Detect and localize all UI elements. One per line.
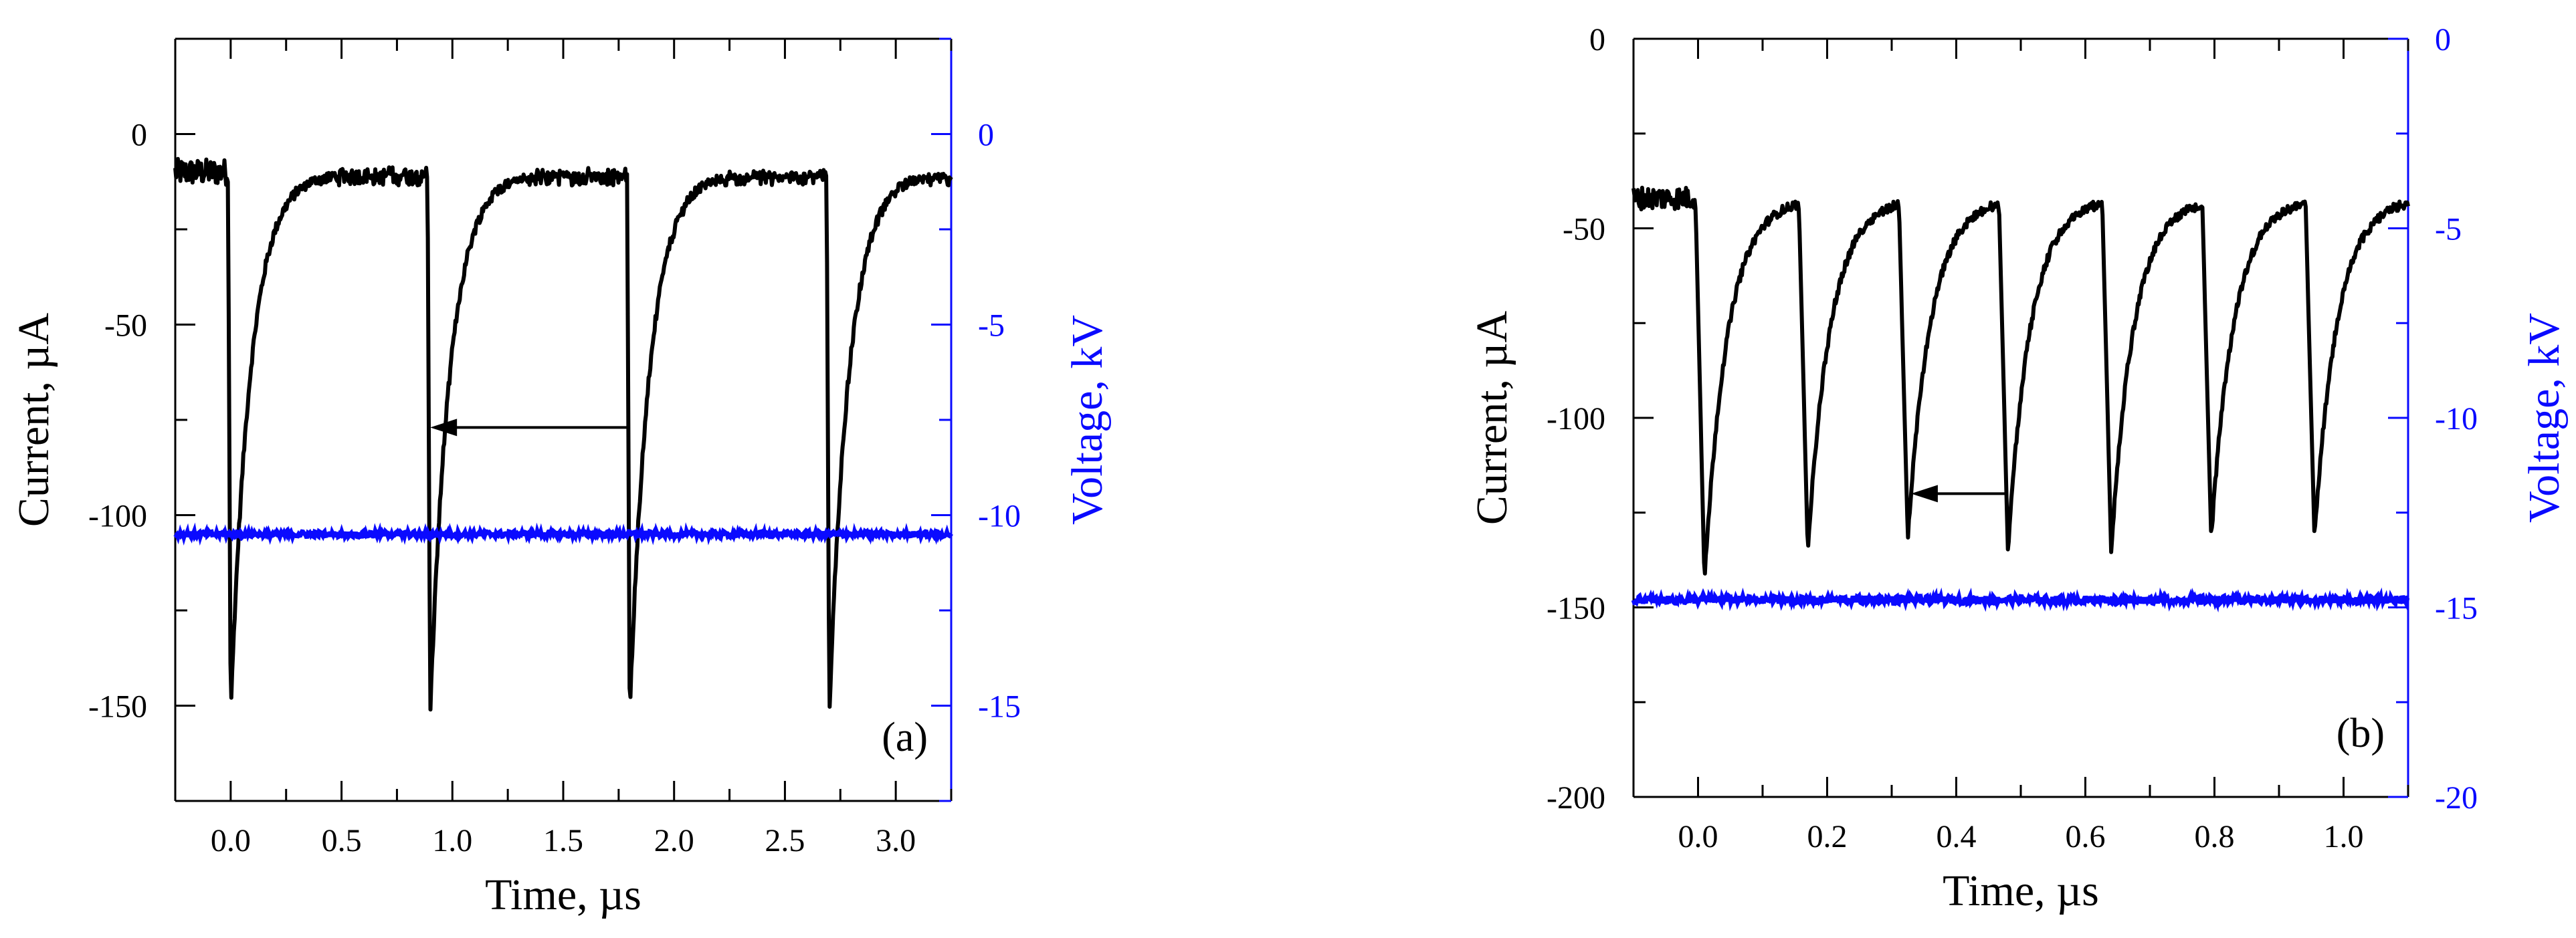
x-tick-label: 0.6: [2066, 819, 2106, 854]
x-tick-label: 1.0: [2324, 819, 2364, 854]
y2-tick-label: 0: [2435, 22, 2451, 57]
voltage-trace: [1631, 587, 2410, 613]
x-tick-label: 0.0: [1678, 819, 1718, 854]
y2-tick-label: -5: [2435, 212, 2462, 247]
y2-tick-label: -10: [978, 499, 1021, 534]
y-tick-label: -100: [1547, 401, 1605, 437]
current-trace: [1631, 185, 2410, 576]
y2-tick-label: -15: [978, 689, 1021, 725]
y2-tick-label: -10: [2435, 401, 2478, 437]
y2-tick-label: 0: [978, 118, 994, 153]
voltage-trace: [173, 522, 953, 546]
y-tick-label: -50: [1563, 212, 1605, 247]
x-tick-label: 0.0: [211, 823, 251, 858]
y-axis-title: Current, µA: [1468, 311, 1516, 525]
x-tick-label: 3.0: [876, 823, 916, 858]
x-tick-label: 1.0: [432, 823, 472, 858]
arrow-head: [1910, 485, 1938, 503]
panel-a: 0.0 0.5 1.0 1.5 2.0 2.5 3.0 0 -50 -100 -150 0 -5 -10 -…: [9, 37, 1112, 919]
y-tick-label: -150: [88, 689, 147, 725]
x-tick-label: 2.0: [654, 823, 694, 858]
arrow-head: [430, 419, 458, 437]
y-tick-label: -100: [88, 499, 147, 534]
y-tick-label: -150: [1547, 591, 1605, 626]
panel-label: (a): [882, 715, 928, 760]
x-tick-label: 0.8: [2195, 819, 2235, 854]
x-tick-label: 1.5: [543, 823, 583, 858]
y2-tick-label: -20: [2435, 780, 2478, 816]
x-axis-title: Time, µs: [485, 870, 641, 919]
panel-b: 0.0 0.2 0.4 0.6 0.8 1.0 0 -50 -100 -150 -200 0 -5 -10…: [1468, 22, 2569, 915]
panel-label: (b): [2337, 711, 2385, 756]
x-tick-label: 0.5: [322, 823, 362, 858]
current-trace: [173, 156, 953, 712]
y-tick-label: 0: [1589, 22, 1605, 57]
y2-axis-title: Voltage, kV: [1063, 315, 1112, 525]
y2-tick-label: -5: [978, 308, 1005, 344]
y2-axis-title: Voltage, kV: [2520, 313, 2569, 523]
y-tick-label: -50: [104, 308, 147, 344]
x-tick-label: 0.4: [1937, 819, 1977, 854]
x-tick-label: 2.5: [765, 823, 805, 858]
x-tick-label: 0.2: [1807, 819, 1848, 854]
y2-tick-label: -15: [2435, 591, 2478, 626]
x-axis-title: Time, µs: [1943, 866, 2099, 915]
y-tick-label: -200: [1547, 780, 1605, 816]
y-axis-title: Current, µA: [9, 313, 58, 527]
y-tick-label: 0: [131, 118, 147, 153]
